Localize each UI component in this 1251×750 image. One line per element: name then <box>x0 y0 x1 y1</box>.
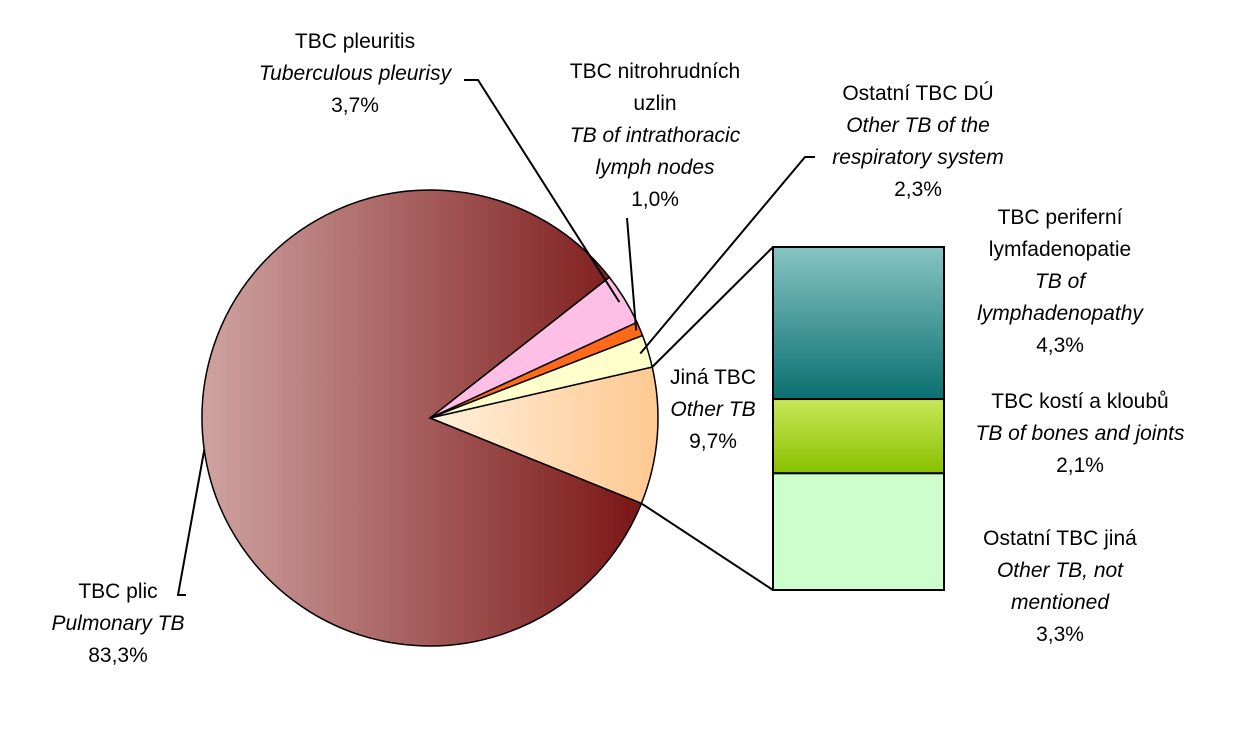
label-respiratory-en1: Other TB of the <box>846 114 990 137</box>
label-other-tb-en: Other TB <box>670 398 755 421</box>
label-lymph-en2: lymphadenopathy <box>977 302 1144 325</box>
label-other-tb-pct: 9,7% <box>689 430 737 453</box>
pie-slice-pulmonary <box>201 189 643 647</box>
label-not-mentioned-cz: Ostatní TBC jiná <box>983 527 1137 550</box>
pie-slice-other_tb <box>427 366 659 505</box>
leader-intrathoracic <box>626 217 638 331</box>
breakdown-bar <box>772 246 945 591</box>
label-pulmonary-en: Pulmonary TB <box>51 612 184 635</box>
connector-line-bottom <box>640 502 774 591</box>
label-not-mentioned-en1: Other TB, not <box>997 559 1124 582</box>
label-bones-pct: 2,1% <box>1056 454 1104 477</box>
label-lymph-cz1: TBC periferní <box>998 206 1123 229</box>
label-respiratory-en2: respiratory system <box>832 146 1004 169</box>
label-pleurisy-en: Tuberculous pleurisy <box>259 62 453 85</box>
label-intrathoracic-cz2: uzlin <box>633 92 676 115</box>
leader-respiratory <box>639 156 815 355</box>
label-pulmonary-pct: 83,3% <box>88 644 148 667</box>
label-bones-en: TB of bones and joints <box>976 422 1185 445</box>
label-pleurisy-cz: TBC pleuritis <box>295 30 415 53</box>
label-not-mentioned-en2: mentioned <box>1011 591 1110 614</box>
label-bones-cz: TBC kostí a kloubů <box>991 390 1168 413</box>
label-pleurisy-pct: 3,7% <box>331 94 379 117</box>
label-intrathoracic-en2: lymph nodes <box>595 156 715 179</box>
label-intrathoracic-cz1: TBC nitrohrudních <box>570 60 740 83</box>
leader-pleurisy <box>464 79 621 303</box>
label-intrathoracic-pct: 1,0% <box>631 188 679 211</box>
bar-segment-not_mentioned <box>772 472 945 591</box>
label-not-mentioned-pct: 3,3% <box>1036 623 1084 646</box>
label-respiratory-cz: Ostatní TBC DÚ <box>842 82 993 105</box>
bar-segment-bones <box>772 398 945 475</box>
leader-pulmonary <box>176 449 206 596</box>
label-respiratory-pct: 2,3% <box>894 178 942 201</box>
connector-line-top <box>651 246 774 368</box>
label-other-tb-cz: Jiná TBC <box>670 366 756 389</box>
label-intrathoracic-en1: TB of intrathoracic <box>570 124 741 147</box>
pie-slices <box>201 189 659 647</box>
label-pulmonary-cz: TBC plic <box>78 580 157 603</box>
label-lymph-pct: 4,3% <box>1036 334 1084 357</box>
leader-lines <box>176 79 815 596</box>
label-lymph-cz2: lymfadenopatie <box>989 238 1131 261</box>
label-lymph-en1: TB of <box>1035 270 1087 293</box>
bar-segment-lymph <box>772 246 945 401</box>
